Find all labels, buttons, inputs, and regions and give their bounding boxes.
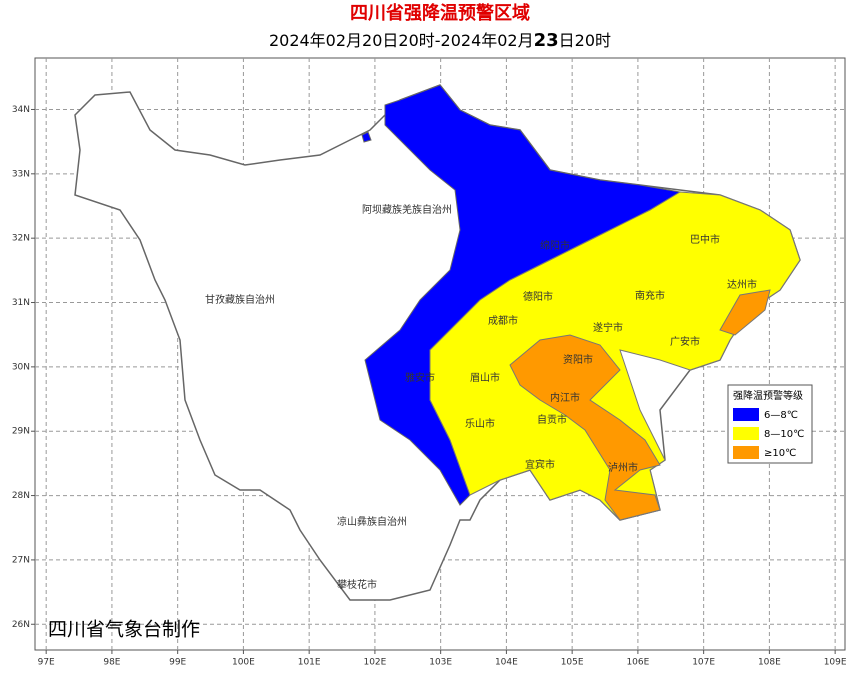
- city-label: 宜宾市: [525, 458, 555, 471]
- y-tick-label: 32N: [12, 234, 30, 244]
- city-label: 德阳市: [523, 290, 553, 303]
- city-label: 南充市: [635, 289, 665, 302]
- x-tick-label: 97E: [38, 658, 55, 668]
- title: 四川省强降温预警区域: [350, 2, 530, 24]
- subtitle-part: 日20时: [559, 31, 611, 50]
- city-label: 达州市: [727, 278, 757, 291]
- x-tick-label: 101E: [298, 658, 321, 668]
- x-tick-label: 106E: [626, 658, 649, 668]
- city-label: 遂宁市: [593, 321, 623, 334]
- legend-swatch: [733, 427, 759, 440]
- x-tick-label: 107E: [692, 658, 715, 668]
- legend-label: ≥10℃: [764, 448, 796, 459]
- x-tick-label: 103E: [429, 658, 452, 668]
- x-tick-label: 98E: [103, 658, 120, 668]
- city-label: 巴中市: [690, 233, 720, 246]
- y-tick-label: 31N: [12, 298, 30, 308]
- legend-swatch: [733, 408, 759, 421]
- city-label: 阿坝藏族羌族自治州: [362, 203, 452, 216]
- legend-label: 6—8℃: [764, 410, 798, 421]
- legend-box: [727, 384, 813, 464]
- y-tick-label: 26N: [12, 620, 30, 630]
- city-labels: 阿坝藏族羌族自治州 甘孜藏族自治州 绵阳市 巴中市 德阳市 南充市 达州市 成都…: [205, 203, 757, 591]
- city-label: 自贡市: [537, 413, 567, 426]
- y-tick-label: 29N: [12, 427, 30, 437]
- legend-title: 强降温预警等级: [733, 389, 803, 402]
- legend-swatch: [733, 446, 759, 459]
- city-label: 内江市: [550, 391, 580, 404]
- city-label: 攀枝花市: [337, 578, 377, 591]
- city-label: 绵阳市: [540, 239, 570, 252]
- y-tick-label: 34N: [12, 105, 30, 115]
- x-tick-label: 99E: [169, 658, 186, 668]
- city-label: 雅安市: [405, 371, 435, 384]
- footer: 四川省气象台制作: [48, 619, 200, 641]
- city-label: 资阳市: [563, 353, 593, 366]
- y-tick-label: 30N: [12, 362, 30, 372]
- city-label: 成都市: [488, 314, 518, 327]
- small-region: [361, 131, 372, 143]
- y-tick-label: 27N: [12, 555, 30, 565]
- subtitle-part: 2024年02月20日20时-2024年02月: [269, 31, 534, 50]
- legend: 强降温预警等级 6—8℃ 8—10℃ ≥10℃: [727, 384, 813, 464]
- y-tick-label: 33N: [12, 169, 30, 179]
- orange-zone: [509, 334, 661, 521]
- x-tick-label: 104E: [495, 658, 518, 668]
- y-tick-label: 28N: [12, 491, 30, 501]
- city-label: 泸州市: [608, 461, 638, 474]
- city-label: 甘孜藏族自治州: [205, 293, 275, 306]
- city-label: 眉山市: [470, 371, 500, 384]
- x-tick-label: 102E: [363, 658, 386, 668]
- x-tick-label: 100E: [232, 658, 255, 668]
- city-label: 广安市: [670, 335, 700, 348]
- city-label: 凉山彝族自治州: [337, 515, 407, 528]
- subtitle: 2024年02月20日20时-2024年02月23日20时: [269, 30, 611, 51]
- x-tick-label: 109E: [824, 658, 847, 668]
- legend-label: 8—10℃: [764, 429, 804, 440]
- city-label: 乐山市: [465, 417, 495, 430]
- x-tick-label: 105E: [561, 658, 584, 668]
- x-tick-label: 108E: [758, 658, 781, 668]
- subtitle-bold: 23: [534, 30, 559, 51]
- orange-zone: [719, 289, 771, 336]
